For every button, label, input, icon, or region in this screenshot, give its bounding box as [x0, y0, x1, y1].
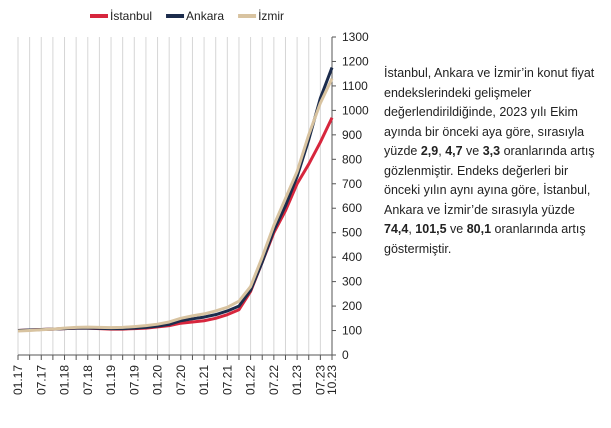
chart: 01.17 07.17 01.18 07.18 01.19 07.19 01.20 07.20… — [11, 9, 369, 395]
annotation-text: 74,4 — [384, 222, 409, 236]
legend-label: İzmir — [258, 9, 284, 23]
x-tick-label: 01.22 — [244, 365, 258, 395]
annotation-text: 101,5 — [415, 222, 447, 236]
annotation-text: , — [438, 144, 446, 158]
legend-label: Ankara — [186, 9, 224, 23]
annotation-text: oranlarında artış gözlenmiştir. Endeks d… — [384, 144, 595, 217]
y-tick-label: 700 — [342, 177, 362, 191]
y-tick-label: 1200 — [342, 54, 369, 68]
y-tick-label: 500 — [342, 226, 362, 240]
x-tick-label: 10.23 — [325, 365, 339, 395]
annotation-text: ve — [462, 144, 483, 158]
annotation-text: , — [408, 222, 416, 236]
x-tick-label: 01.18 — [58, 365, 72, 395]
x-tick-label: 07.20 — [174, 365, 188, 395]
x-tick-label: 07.22 — [267, 365, 281, 395]
annotation-text: ve — [446, 222, 467, 236]
annotation-text: İstanbul, Ankara ve İzmir’in konut fiyat… — [384, 66, 595, 158]
x-tick-label: 07.18 — [81, 365, 95, 395]
y-tick-label: 200 — [342, 299, 362, 313]
x-tick-label: 01.23 — [290, 365, 304, 395]
y-tick-label: 600 — [342, 201, 362, 215]
annotation-text: oranlarında artış göstermiştir. — [384, 222, 586, 256]
x-tick-label: 01.17 — [11, 365, 25, 395]
y-tick-label: 800 — [342, 152, 362, 166]
annotation-text: 80,1 — [466, 222, 492, 236]
annotation: İstanbul, Ankara ve İzmir’in konut fiyat… — [384, 64, 599, 259]
y-tick-label: 1000 — [342, 103, 369, 117]
x-tick-label: 01.21 — [197, 365, 211, 395]
x-tick-label: 01.20 — [151, 365, 165, 395]
x-tick-label: 07.19 — [127, 365, 141, 395]
legend-item: İstanbul — [90, 9, 152, 23]
series-line — [17, 77, 334, 333]
y-tick-label: 1100 — [342, 79, 368, 93]
legend-item: Ankara — [166, 9, 224, 23]
y-tick-label: 400 — [342, 250, 362, 264]
y-tick-label: 900 — [342, 128, 362, 142]
x-tick-label: 07.17 — [34, 365, 48, 395]
annotation-text: 4,7 — [445, 144, 463, 158]
x-tick-label: 01.19 — [104, 365, 118, 395]
y-tick-label: 0 — [342, 348, 349, 362]
x-tick-label: 07.21 — [220, 365, 234, 395]
y-tick-label: 100 — [342, 324, 362, 338]
annotation-text: 3,3 — [482, 144, 501, 158]
legend-label: İstanbul — [110, 9, 152, 23]
series-line — [17, 117, 334, 333]
y-tick-label: 1300 — [342, 30, 369, 44]
legend-item: İzmir — [238, 9, 284, 23]
annotation-text: 2,9 — [420, 144, 439, 158]
x-tick-label: 07.23 — [313, 365, 327, 395]
y-tick-label: 300 — [342, 275, 362, 289]
